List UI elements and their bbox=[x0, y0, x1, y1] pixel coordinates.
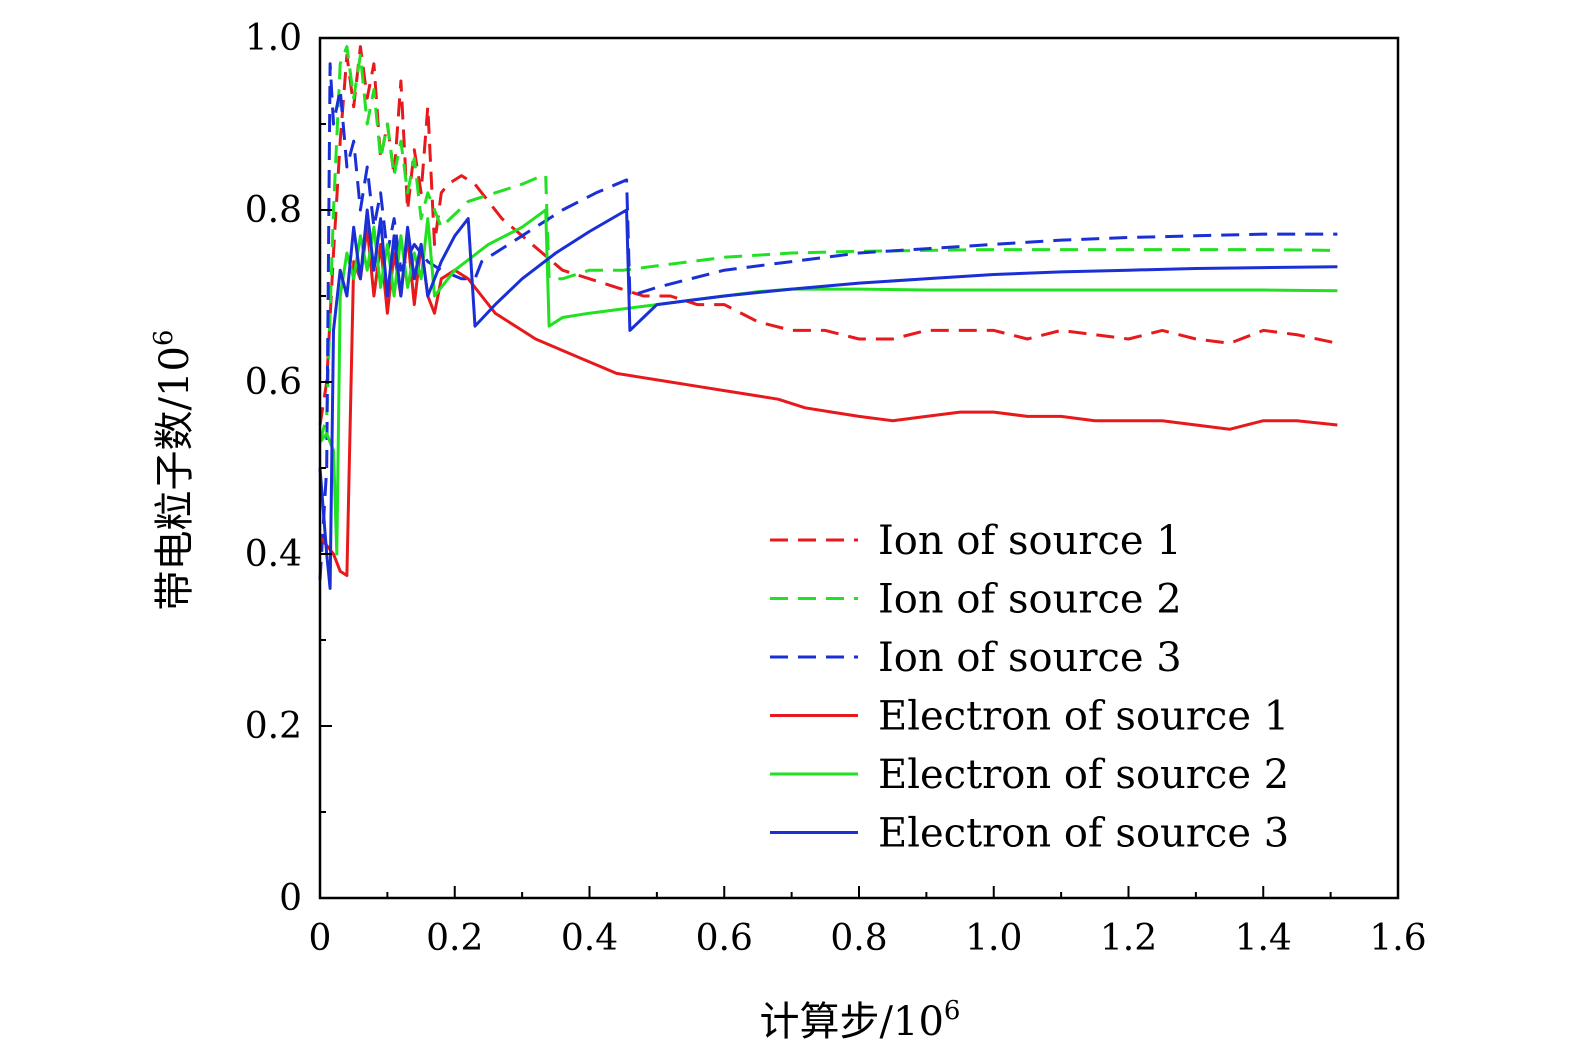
x-tick-label: 0.6 bbox=[696, 918, 753, 959]
x-tick-label: 1.0 bbox=[965, 918, 1022, 959]
legend-label-5: Electron of source 2 bbox=[878, 752, 1289, 798]
legend-label-3: Ion of source 3 bbox=[878, 635, 1182, 681]
x-tick-label: 0 bbox=[309, 918, 332, 959]
x-tick-label: 0.2 bbox=[426, 918, 483, 959]
series-line-3 bbox=[318, 62, 1338, 580]
y-tick-label: 0.6 bbox=[245, 362, 302, 403]
series-line-1 bbox=[318, 45, 1338, 426]
y-tick-label: 1.0 bbox=[245, 18, 302, 59]
x-tick-label: 1.2 bbox=[1100, 918, 1157, 959]
y-tick-label: 0.2 bbox=[245, 706, 302, 747]
x-tick-label: 1.4 bbox=[1235, 918, 1292, 959]
legend-label-2: Ion of source 2 bbox=[878, 577, 1182, 623]
legend-label-1: Ion of source 1 bbox=[878, 518, 1182, 564]
y-tick-label: 0 bbox=[279, 878, 302, 919]
y-axis-title: 带电粒子数/106 bbox=[149, 330, 198, 611]
x-tick-label: 0.4 bbox=[561, 918, 618, 959]
y-tick-label: 0.8 bbox=[245, 190, 302, 231]
x-tick-label: 1.6 bbox=[1369, 918, 1426, 959]
series-line-5 bbox=[318, 208, 1338, 556]
x-tick-label: 0.8 bbox=[830, 918, 887, 959]
series-line-6 bbox=[318, 208, 1338, 590]
legend-label-4: Electron of source 1 bbox=[878, 694, 1289, 740]
legend: Ion of source 1 Ion of source 2 Ion of sou… bbox=[770, 518, 1289, 857]
x-axis-title: 计算步/106 bbox=[760, 996, 961, 1045]
legend-label-6: Electron of source 3 bbox=[878, 811, 1289, 857]
series-layer bbox=[318, 45, 1338, 590]
axis-ticks: 0 0.2 0.4 0.6 0.8 1.0 1.2 1.4 1.6 0 0.2 0.4 0.6 0.8 1.… bbox=[245, 18, 1427, 959]
y-tick-label: 0.4 bbox=[245, 534, 302, 575]
series-line-2 bbox=[318, 45, 1338, 443]
